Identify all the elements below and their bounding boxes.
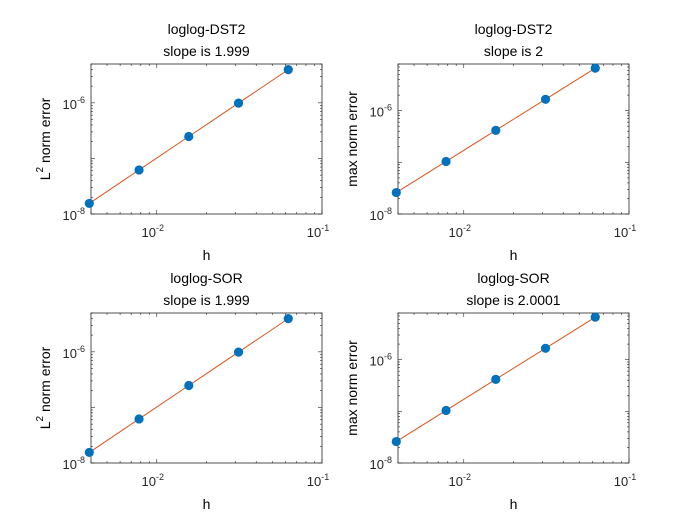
data-point: [283, 65, 293, 75]
subplot-title: loglog-SOR: [170, 270, 242, 286]
subplot-4: 10-2 10-1 10-8 10-6 loglog-SOR slope is 2.000…: [344, 270, 636, 512]
x-tick-label: 10-2: [142, 472, 164, 489]
data-point: [590, 312, 600, 322]
data-point: [391, 187, 401, 198]
y-axis-label: max norm error: [344, 91, 360, 187]
y-axis-label: L2 norm error: [35, 346, 53, 429]
subplot-3: 10-2 10-1 10-8 10-6 loglog-SOR slope is 1.999…: [35, 270, 329, 512]
axes-box: [397, 312, 630, 464]
x-axis-label: h: [510, 496, 518, 512]
y-axis-label: L2 norm error: [35, 97, 53, 180]
data-point: [540, 94, 551, 104]
x-axis-label: h: [203, 247, 211, 263]
data-point: [491, 374, 501, 384]
y-tick-label: 10-8: [370, 455, 392, 472]
data-point: [590, 63, 600, 73]
x-tick-label: 10-1: [614, 223, 636, 240]
x-tick-label: 10-1: [614, 472, 636, 489]
x-tick-label: 10-1: [307, 472, 329, 489]
y-tick-label: 10-8: [63, 206, 85, 223]
x-tick-label: 10-2: [449, 472, 471, 489]
data-point: [441, 405, 451, 416]
x-axis-label: h: [203, 496, 211, 512]
data-point: [233, 98, 244, 108]
data-point: [441, 156, 451, 167]
subplot-subtitle: slope is 1.999: [163, 43, 250, 59]
subplot-1: 10-2 10-1 10-8 10-6 loglog-DST2 slope is 1.99…: [35, 21, 329, 263]
y-tick-label: 10-8: [63, 455, 85, 472]
subplot-title: loglog-DST2: [475, 21, 553, 37]
subplot-subtitle: slope is 2: [484, 43, 543, 59]
data-point: [184, 380, 194, 391]
axes-box: [90, 63, 323, 215]
data-point: [134, 165, 144, 175]
data-point: [233, 347, 244, 357]
y-tick-label: 10-6: [370, 352, 392, 369]
data-point: [134, 414, 144, 424]
subplot-subtitle: slope is 2.0001: [466, 292, 560, 308]
data-point: [391, 436, 401, 447]
x-tick-label: 10-1: [307, 223, 329, 240]
subplot-title: loglog-SOR: [477, 270, 549, 286]
axes-box: [397, 63, 630, 215]
y-tick-label: 10-6: [63, 95, 85, 112]
subplot-title: loglog-DST2: [168, 21, 246, 37]
y-tick-label: 10-6: [63, 344, 85, 361]
x-axis-label: h: [510, 247, 518, 263]
y-tick-label: 10-8: [370, 206, 392, 223]
data-point: [491, 125, 501, 135]
subplot-subtitle: slope is 1.999: [163, 292, 250, 308]
data-point: [283, 314, 293, 324]
x-tick-label: 10-2: [142, 223, 164, 240]
subplot-2: 10-2 10-1 10-8 10-6 loglog-DST2 slope is 2 h ma…: [344, 21, 636, 263]
data-point: [84, 198, 94, 209]
data-point: [184, 131, 194, 142]
data-point: [84, 447, 94, 458]
y-tick-label: 10-6: [370, 103, 392, 120]
y-axis-label: max norm error: [344, 340, 360, 436]
data-point: [540, 343, 551, 353]
axes-box: [90, 312, 323, 464]
x-tick-label: 10-2: [449, 223, 471, 240]
